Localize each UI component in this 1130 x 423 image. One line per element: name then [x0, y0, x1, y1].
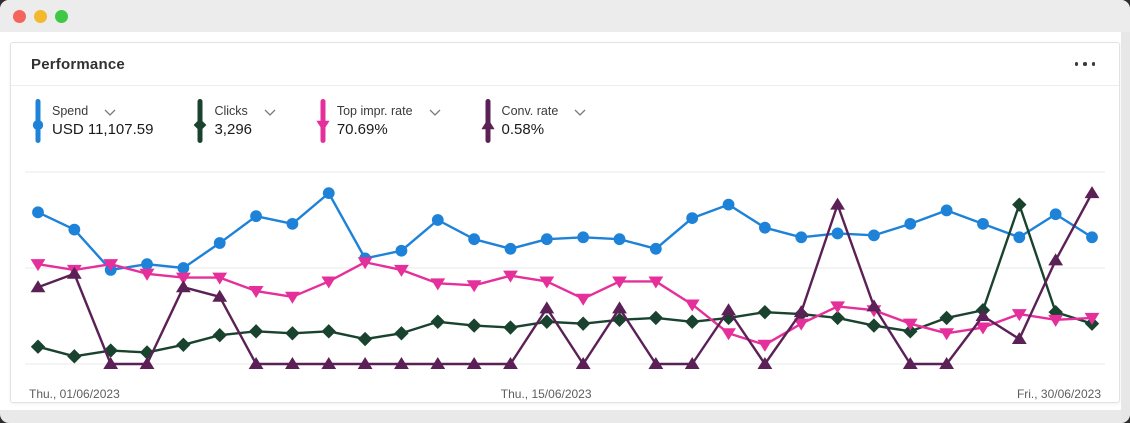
metric-conv-rate[interactable]: Conv. rate 0.58%	[480, 98, 587, 144]
spend-series-marker-icon	[32, 99, 44, 143]
chevron-down-icon[interactable]	[104, 109, 116, 116]
clicks-series-marker-icon	[194, 99, 207, 143]
minimize-window-icon[interactable]	[34, 9, 47, 23]
x-tick-middle: Thu., 15/06/2023	[500, 387, 592, 401]
x-tick-start: Thu., 01/06/2023	[29, 387, 120, 401]
metric-label: Clicks	[214, 104, 248, 118]
metric-spend[interactable]: Spend USD 11,107.59	[31, 98, 153, 144]
metric-value: USD 11,107.59	[52, 121, 154, 138]
x-axis: Thu., 01/06/2023 Thu., 15/06/2023 Fri., …	[11, 381, 1119, 407]
conv-rate-series-marker-icon	[480, 99, 495, 143]
chevron-down-icon[interactable]	[429, 109, 441, 116]
metric-value: 70.69%	[336, 121, 388, 138]
top-impr-rate-series-marker-icon	[316, 99, 330, 143]
metric-clicks[interactable]: Clicks 3,296	[193, 98, 276, 144]
performance-chart[interactable]	[25, 164, 1105, 376]
chart-area	[11, 148, 1119, 381]
window-titlebar	[0, 0, 1130, 32]
metric-label: Spend	[52, 104, 89, 118]
page-title: Performance	[31, 55, 125, 73]
more-options-button[interactable]	[1071, 56, 1100, 72]
chevron-down-icon[interactable]	[574, 109, 586, 116]
close-window-icon[interactable]	[13, 9, 26, 23]
x-tick-end: Fri., 30/06/2023	[1016, 387, 1101, 401]
card-header: Performance	[11, 43, 1119, 86]
metric-legend: Spend USD 11,107.59 Clicks 3,296	[11, 86, 1119, 148]
metric-top-impr-rate[interactable]: Top impr. rate 70.69%	[316, 98, 441, 144]
performance-card: Performance Spend USD 11,107.59	[10, 42, 1120, 403]
page-content: Performance Spend USD 11,107.59	[0, 32, 1121, 410]
ellipsis-icon	[1074, 62, 1095, 66]
zoom-window-icon[interactable]	[55, 9, 68, 23]
metric-value: 0.58%	[501, 121, 545, 138]
metric-label: Top impr. rate	[336, 104, 413, 118]
metric-label: Conv. rate	[501, 104, 559, 118]
metric-value: 3,296	[214, 121, 253, 138]
vertical-scrollbar[interactable]	[1121, 32, 1130, 423]
chevron-down-icon[interactable]	[264, 109, 276, 116]
